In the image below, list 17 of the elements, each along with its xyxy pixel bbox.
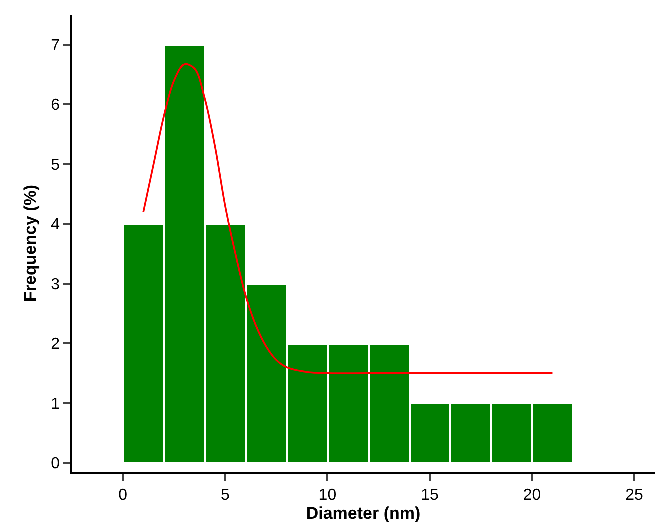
y-tick-label: 3 — [51, 276, 60, 294]
y-tick-label: 2 — [51, 336, 60, 354]
x-tick-label: 5 — [220, 486, 230, 504]
y-tick-label: 0 — [51, 456, 60, 473]
x-tick-label: 25 — [626, 486, 644, 504]
y-tick-label: 4 — [51, 216, 60, 234]
y-axis-title: Frequency (%) — [21, 184, 40, 302]
x-tick-label: 0 — [118, 486, 128, 504]
x-tick-label: 10 — [318, 486, 337, 504]
x-tick-label: 20 — [523, 486, 542, 504]
y-tick-label: 1 — [51, 396, 60, 413]
line-series — [142, 64, 554, 374]
x-tick-label: 15 — [421, 486, 439, 504]
y-tick-label: 7 — [51, 37, 60, 54]
y-tick-label: 5 — [51, 156, 60, 174]
y-tick-label: 6 — [51, 97, 60, 114]
x-axis-title: Diameter (nm) — [306, 504, 421, 523]
